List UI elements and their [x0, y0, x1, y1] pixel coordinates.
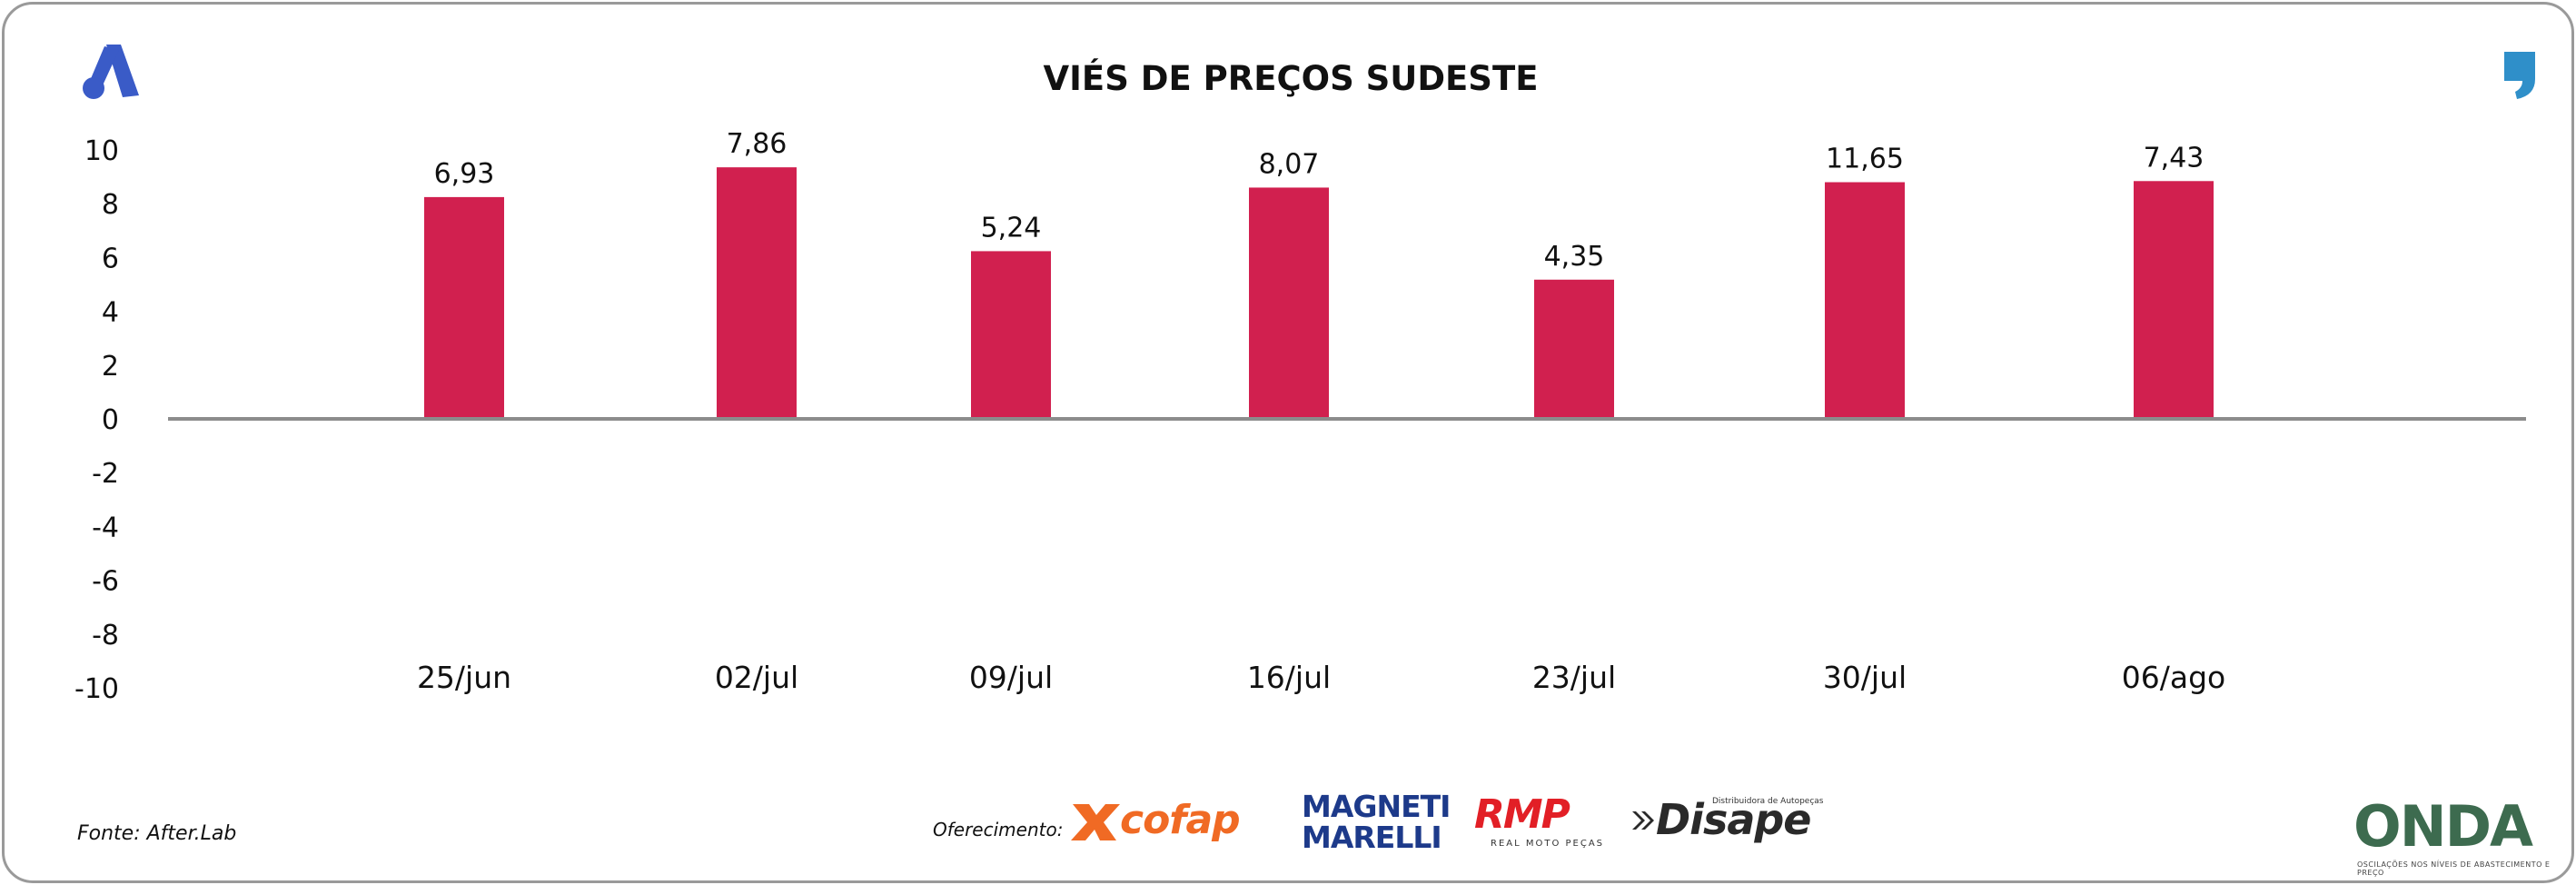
disape-arrow-icon [1632, 811, 1654, 830]
rmp-logo: RMP [1474, 791, 1570, 838]
data-label: 6,93 [434, 158, 495, 190]
bar [971, 251, 1051, 419]
y-tick-label: -10 [74, 673, 119, 705]
bar [1534, 279, 1614, 419]
chart-title: VIÉS DE PREÇOS SUDESTE [1043, 59, 1539, 98]
bar [1249, 187, 1329, 419]
onda-subtitle: OSCILAÇÕES NOS NÍVEIS DE ABASTECIMENTO E… [2357, 860, 2551, 877]
x-tick-label: 02/jul [715, 660, 798, 695]
y-axis-ticks: 10 8 6 4 2 0 -2 -4 -6 -8 -10 [74, 135, 119, 705]
y-tick-label: 4 [102, 297, 119, 329]
cofap-x-icon [1071, 804, 1120, 840]
cofap-logo: cofap [1120, 797, 1241, 843]
rmp-subtitle: REAL MOTO PEÇAS [1491, 839, 1605, 849]
sponsor-label: Oferecimento: [933, 819, 1064, 840]
data-label: 5,24 [981, 212, 1042, 244]
bar-chart: 10 8 6 4 2 0 -2 -4 -6 -8 -10 6,93 7,86 5,24 8,07 4,35 1… [74, 128, 2526, 705]
bar [424, 196, 504, 419]
quote-mark-icon [2504, 52, 2535, 99]
x-tick-label: 09/jul [969, 660, 1053, 695]
data-label: 7,43 [2144, 142, 2204, 174]
x-tick-label: 06/ago [2122, 660, 2225, 695]
x-tick-label: 30/jul [1823, 660, 1907, 695]
source-text: Fonte: After.Lab [77, 822, 237, 845]
x-tick-label: 16/jul [1247, 660, 1331, 695]
y-tick-label: -2 [92, 458, 119, 490]
y-tick-label: 10 [84, 135, 119, 167]
a-brand-logo-icon [83, 45, 139, 99]
y-tick-label: 0 [102, 404, 119, 436]
y-tick-label: 6 [102, 243, 119, 274]
magneti-marelli-logo: MAGNETI MARELLI [1302, 789, 1451, 855]
y-tick-label: -6 [92, 566, 119, 598]
bars: 6,93 7,86 5,24 8,07 4,35 11,65 7,43 [424, 128, 2214, 420]
bar [717, 167, 797, 420]
bar [2134, 181, 2214, 419]
x-tick-label: 23/jul [1532, 660, 1616, 695]
y-tick-label: -4 [92, 512, 119, 543]
y-tick-label: 2 [102, 351, 119, 383]
y-tick-label: 8 [102, 189, 119, 221]
x-axis-ticks: 25/jun 02/jul 09/jul 16/jul 23/jul 30/jul 06/a… [417, 660, 2225, 695]
data-label: 4,35 [1544, 241, 1605, 273]
data-label: 8,07 [1259, 148, 1320, 180]
onda-logo: ONDA [2353, 793, 2533, 860]
disape-logo: Disape [1656, 795, 1811, 844]
data-label: 7,86 [727, 128, 788, 160]
x-tick-label: 25/jun [417, 660, 511, 695]
y-tick-label: -8 [92, 620, 119, 651]
data-label: 11,65 [1826, 144, 1904, 175]
bar [1825, 182, 1905, 419]
disape-subtitle: Distribuidora de Autopeças [1712, 797, 1824, 806]
